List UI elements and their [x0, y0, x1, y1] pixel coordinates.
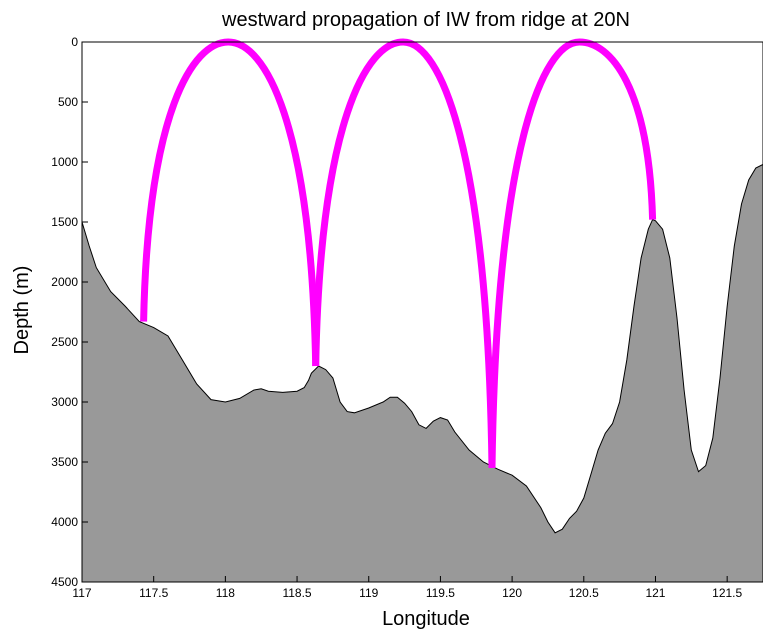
- bathymetry-area: [81, 163, 763, 583]
- y-tick-label: 1500: [51, 215, 78, 229]
- plot-frame: [81, 41, 763, 583]
- y-tick-label: 2500: [51, 335, 78, 349]
- y-tick-label: 500: [58, 95, 78, 109]
- plot-area: [81, 38, 763, 583]
- y-axis: 0 500 1000 1500 2000 2500 3000 3500 4000 4500: [51, 35, 88, 589]
- x-tick-label: 117: [72, 586, 91, 600]
- chart-title: westward propagation of IW from ridge at…: [221, 9, 630, 31]
- x-tick-label: 118.5: [282, 586, 311, 600]
- x-tick-label: 121.5: [712, 586, 742, 600]
- ray-path-3: [488, 38, 657, 469]
- x-tick-label: 121: [645, 586, 665, 600]
- x-axis-label: Longitude: [382, 608, 470, 630]
- y-tick-label: 4500: [51, 575, 78, 589]
- y-tick-label: 3000: [51, 395, 78, 409]
- x-tick-label: 118: [216, 586, 235, 600]
- y-tick-label: 0: [71, 35, 78, 49]
- y-tick-label: 3500: [51, 455, 78, 469]
- x-tick-label: 119.5: [426, 586, 455, 600]
- y-tick-label: 4000: [51, 515, 78, 529]
- y-axis-label: Depth (m): [11, 266, 33, 355]
- x-tick-label: 117.5: [139, 586, 168, 600]
- y-tick-label: 2000: [51, 275, 78, 289]
- x-tick-label: 120.5: [569, 586, 599, 600]
- ray-path-1: [140, 38, 320, 367]
- x-axis: 117 117.5 118 118.5 119 119.5 120 120.5 121 121.5: [72, 576, 742, 600]
- x-tick-label: 120: [502, 586, 522, 600]
- x-tick-label: 119: [359, 586, 378, 600]
- y-tick-label: 1000: [51, 155, 78, 169]
